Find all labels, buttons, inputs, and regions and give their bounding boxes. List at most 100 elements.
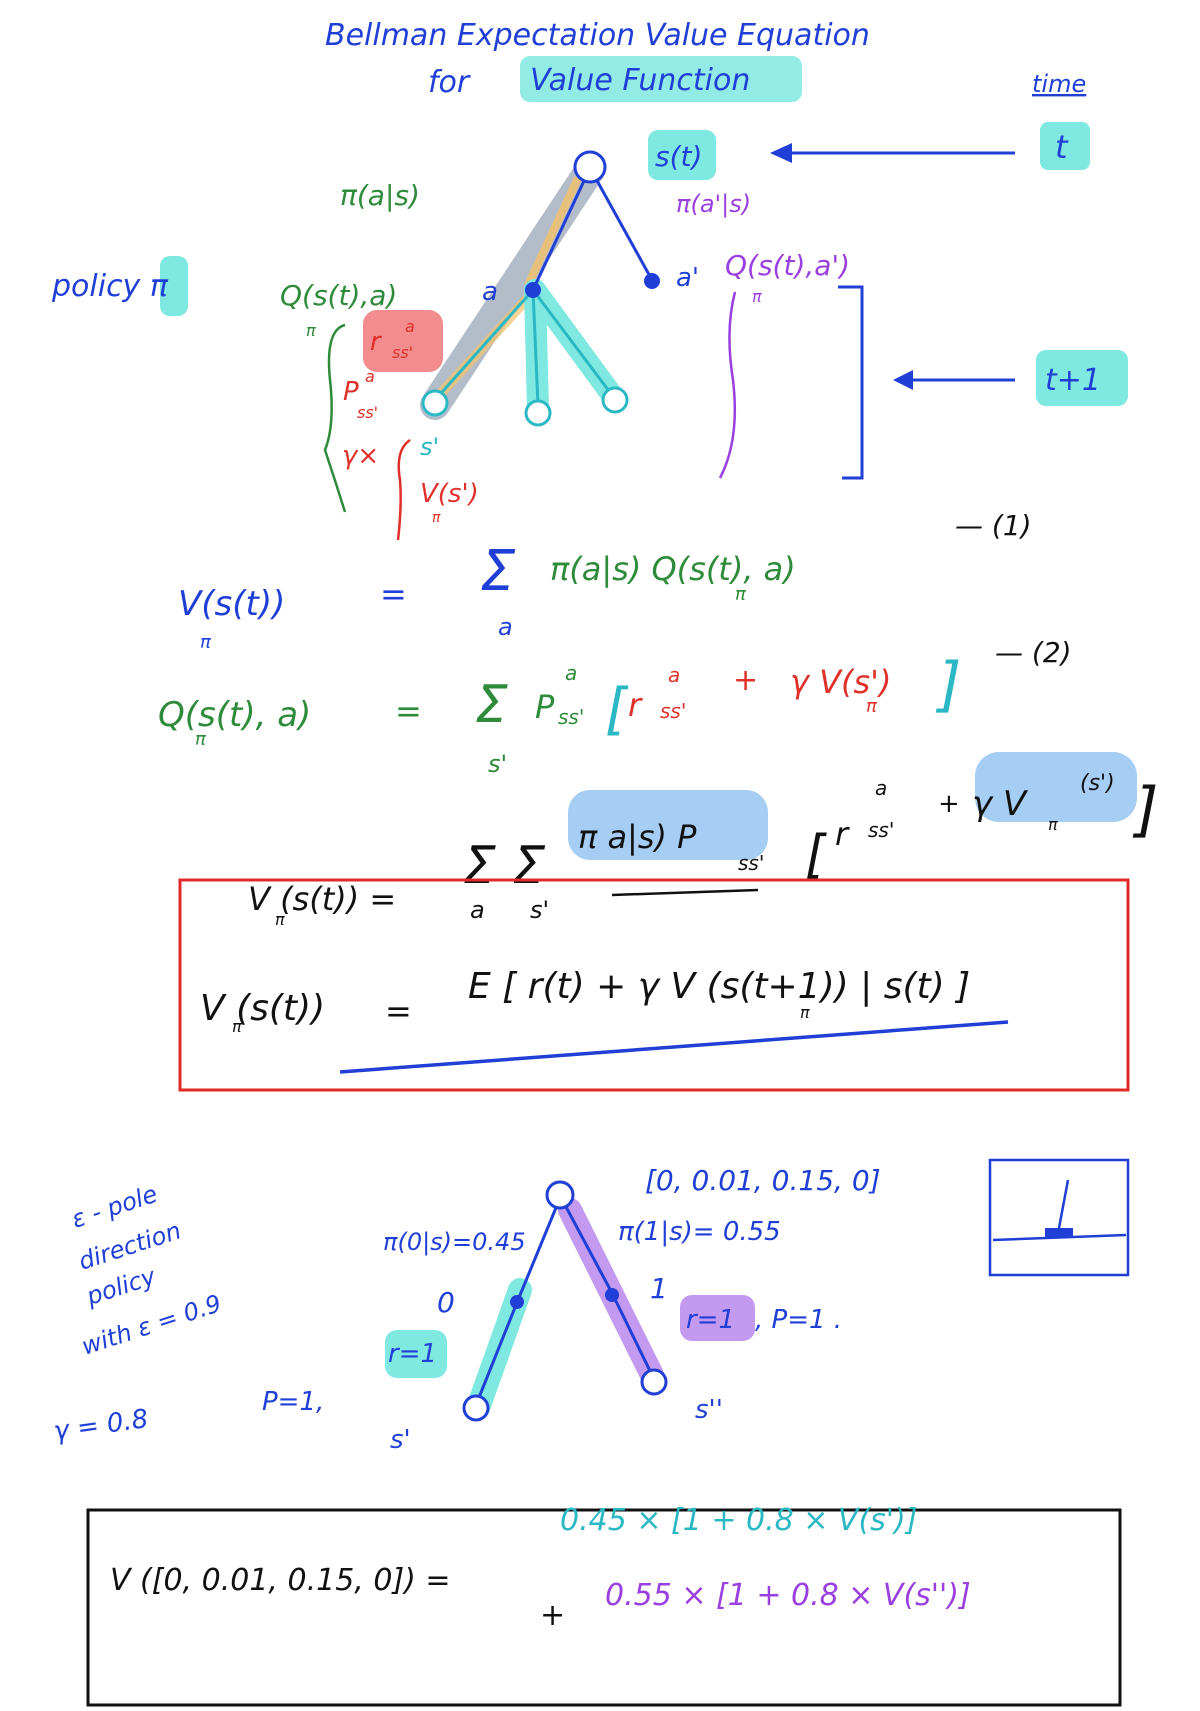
eq2-gamma-v: γ V(s') bbox=[790, 663, 891, 701]
pi1-label: π(1|s)= 0.55 bbox=[618, 1217, 781, 1247]
tree-s-prime: s' bbox=[420, 433, 439, 461]
ex-edge-1-s2 bbox=[610, 1292, 654, 1376]
reward-highlight bbox=[363, 310, 443, 372]
state-vector: [0, 0.01, 0.15, 0] bbox=[645, 1164, 881, 1197]
cartpole-cart bbox=[1045, 1228, 1073, 1238]
pi0-label: π(0|s)=0.45 bbox=[383, 1228, 526, 1256]
ex-action-0: 0 bbox=[437, 1286, 455, 1319]
time-t1-bracket bbox=[838, 285, 864, 480]
eq2-bracket-close: ] bbox=[935, 650, 961, 720]
ex-edge-root-1 bbox=[563, 1204, 614, 1294]
eq2-p-sup: a bbox=[565, 661, 577, 685]
green-brace bbox=[323, 323, 347, 513]
ex-action-1-node bbox=[605, 1288, 619, 1302]
ex-s-prime: s' bbox=[390, 1425, 411, 1455]
eq2-bracket-open: [ bbox=[605, 677, 629, 742]
pi-a2-s: π(a'|s) bbox=[676, 190, 751, 218]
eq3-sum-index-s: s' bbox=[530, 896, 549, 924]
ex-edge-root-0 bbox=[516, 1197, 562, 1301]
final-line1: 0.45 × [1 + 0.8 × V(s')] bbox=[560, 1503, 917, 1538]
final-equation-frame bbox=[86, 1508, 1122, 1707]
eq1-lhs-sub: π bbox=[200, 632, 212, 653]
boxed-lhs: V (s(t)) bbox=[200, 988, 325, 1029]
state-label: s(t) bbox=[655, 140, 702, 173]
eq1-rhs: π(a|s) Q(s(t), a) bbox=[550, 550, 796, 588]
eq3-r-sup: a bbox=[875, 776, 887, 800]
boxed-equation: V (s(t)) π = E [ r(t) + γ V (s(t+1)) | s… bbox=[178, 878, 1130, 1092]
gamma-value: γ = 0.8 bbox=[52, 1404, 150, 1447]
tree-v-sub: π bbox=[432, 510, 441, 526]
eq2-tag: — (2) bbox=[995, 636, 1072, 669]
cartpole-frame bbox=[988, 1158, 1130, 1277]
q2-sub: π bbox=[752, 287, 762, 306]
eq3-bracket-open: [ bbox=[805, 825, 827, 885]
eq2-sum-index: s' bbox=[488, 750, 507, 778]
equation-1: V(s(t)) π = Σ a π(a|s) Q(s(t), a) π — (1… bbox=[178, 509, 1032, 653]
root-state-node bbox=[573, 150, 607, 184]
ex-p-right: , P=1 . bbox=[755, 1305, 842, 1335]
edge-a-s2 bbox=[531, 289, 540, 406]
eq3-v-sub: π bbox=[1048, 815, 1058, 834]
reward-sub: ss' bbox=[392, 343, 413, 362]
example: ε - pole direction policy with ε = 0.9 γ… bbox=[52, 1164, 881, 1455]
ex-s-prime-node bbox=[462, 1394, 490, 1422]
next-state-node-1 bbox=[421, 389, 449, 417]
boxed-equation-frame bbox=[178, 878, 1130, 1092]
q-sub: π bbox=[306, 321, 316, 340]
time-t-arrow-head bbox=[770, 143, 792, 163]
eq2-sum: Σ bbox=[475, 675, 508, 735]
backup-tree: s(t) policy π π(a|s) π(a'|s) a a' Q(s(t)… bbox=[51, 130, 850, 541]
edge-root-a2 bbox=[588, 167, 654, 281]
edge-a-s1 bbox=[433, 289, 535, 401]
boxed-eq: = bbox=[385, 992, 412, 1030]
ex-r-right: r=1 bbox=[686, 1305, 735, 1335]
eq3-v-arg: (s') bbox=[1080, 771, 1115, 796]
eq1-tag: — (1) bbox=[955, 509, 1032, 542]
ex-s-double-prime-node bbox=[640, 1368, 668, 1396]
time-t1-arrow-head bbox=[893, 370, 913, 390]
ex-edge-0-s1 bbox=[476, 1299, 520, 1401]
time-axis: time t t+1 bbox=[770, 70, 1128, 480]
eq3-gamma-v-highlight bbox=[975, 752, 1137, 822]
policy-label: policy π bbox=[51, 269, 169, 304]
eq3-sum-index-a: a bbox=[470, 896, 485, 924]
title-value-function: Value Function bbox=[530, 63, 750, 98]
time-t: t bbox=[1055, 128, 1069, 166]
ex-p-left: P=1, bbox=[262, 1387, 324, 1417]
eq3-p-sub: ss' bbox=[738, 851, 764, 875]
header: Bellman Expectation Value Equation for V… bbox=[325, 18, 870, 102]
title-highlight bbox=[520, 56, 802, 102]
eq2-r-sup: a bbox=[668, 663, 680, 687]
ex-action-1: 1 bbox=[650, 1272, 668, 1305]
eq3-r-sub: ss' bbox=[868, 818, 894, 842]
eq3-underline bbox=[611, 888, 759, 897]
red-brace bbox=[396, 438, 411, 541]
next-state-node-3 bbox=[601, 386, 629, 414]
eq2-v-sub: π bbox=[866, 696, 878, 717]
ex-root-node bbox=[545, 1180, 575, 1210]
eq1-eq: = bbox=[380, 575, 407, 613]
action-node-a bbox=[525, 282, 541, 298]
eq2-lhs-sub: π bbox=[195, 729, 207, 750]
prob-p: P bbox=[343, 377, 359, 407]
ex-r-left-highlight bbox=[385, 1330, 447, 1378]
tree-v-s-prime: V(s') bbox=[420, 479, 479, 509]
action-a2-label: a' bbox=[676, 263, 699, 293]
eq2-eq: = bbox=[395, 692, 422, 730]
equation-2: Q(s(t), a) π = Σ s' P a ss' [ r a ss' + … bbox=[158, 636, 1072, 778]
eq3-bracket-close: ] bbox=[1132, 775, 1158, 845]
ex-r-right-highlight bbox=[680, 1295, 755, 1341]
time-label: time bbox=[1032, 70, 1086, 98]
eq1-sum-index: a bbox=[498, 613, 513, 641]
prob-sup: a bbox=[365, 367, 375, 386]
time-t-highlight bbox=[1040, 122, 1090, 170]
eq3-pi: π a|s) P bbox=[578, 818, 697, 856]
ex-s-double-prime: s'' bbox=[695, 1395, 723, 1425]
eq3-plus: + bbox=[938, 789, 960, 819]
boxed-rhs: E [ r(t) + γ V (s(t+1)) | s(t) ] bbox=[468, 966, 970, 1007]
edge-root-a bbox=[531, 167, 592, 291]
next-state-node-2 bbox=[524, 399, 552, 427]
prob-sub: ss' bbox=[357, 403, 378, 422]
